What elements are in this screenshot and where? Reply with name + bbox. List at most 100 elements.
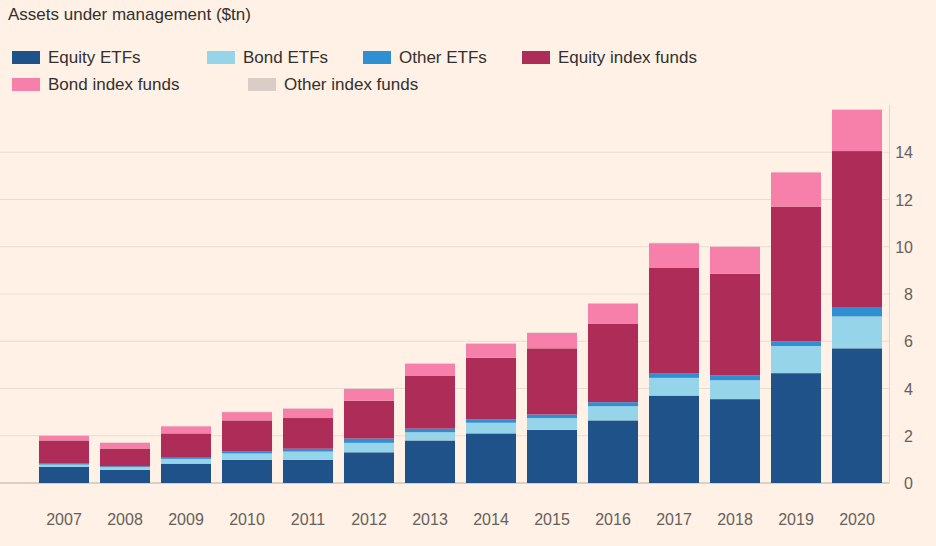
bar bbox=[222, 412, 272, 420]
bar bbox=[283, 408, 333, 409]
bar bbox=[832, 307, 882, 316]
x-tick-label: 2015 bbox=[534, 511, 570, 528]
legend-label: Other ETFs bbox=[399, 48, 487, 67]
bar bbox=[649, 243, 699, 268]
bar bbox=[344, 443, 394, 452]
bar bbox=[527, 332, 577, 333]
bar bbox=[283, 460, 333, 483]
bar bbox=[161, 426, 211, 433]
bar bbox=[39, 440, 89, 463]
bar bbox=[344, 439, 394, 443]
bar bbox=[527, 418, 577, 430]
bar bbox=[771, 172, 821, 206]
bar bbox=[527, 414, 577, 418]
bar bbox=[344, 388, 394, 389]
bar bbox=[832, 348, 882, 483]
bar bbox=[649, 378, 699, 396]
bar bbox=[222, 411, 272, 412]
bar bbox=[649, 242, 699, 243]
bar bbox=[344, 452, 394, 483]
bar bbox=[527, 430, 577, 483]
bar bbox=[161, 459, 211, 464]
legend-label: Equity index funds bbox=[558, 48, 697, 67]
x-tick-label: 2014 bbox=[473, 511, 509, 528]
bar bbox=[405, 376, 455, 429]
bar bbox=[405, 432, 455, 440]
bar bbox=[100, 470, 150, 483]
x-tick-label: 2009 bbox=[168, 511, 204, 528]
bar bbox=[710, 376, 760, 381]
legend-swatch bbox=[12, 51, 40, 64]
bar bbox=[466, 423, 516, 434]
bar bbox=[832, 109, 882, 110]
bar bbox=[771, 207, 821, 342]
legend-label: Other index funds bbox=[284, 75, 418, 94]
x-tick-label: 2008 bbox=[107, 511, 143, 528]
bar bbox=[771, 346, 821, 373]
grid-line bbox=[0, 199, 890, 200]
background bbox=[0, 0, 936, 546]
bar bbox=[710, 247, 760, 274]
bar bbox=[588, 303, 638, 323]
bar bbox=[222, 451, 272, 453]
bar bbox=[832, 110, 882, 151]
bar bbox=[222, 453, 272, 459]
y-tick-label: 2 bbox=[904, 428, 913, 445]
bar bbox=[649, 396, 699, 483]
x-tick-label: 2018 bbox=[717, 511, 753, 528]
legend-label: Bond index funds bbox=[48, 75, 179, 94]
bar bbox=[588, 406, 638, 420]
y-tick-label: 4 bbox=[904, 381, 913, 398]
y-tick-label: 0 bbox=[904, 475, 913, 492]
legend-swatch bbox=[248, 78, 276, 91]
bar bbox=[161, 425, 211, 426]
bar bbox=[344, 401, 394, 439]
title: Assets under management ($tn) bbox=[8, 5, 251, 24]
bar bbox=[283, 452, 333, 460]
bar bbox=[710, 399, 760, 483]
bars bbox=[39, 109, 882, 483]
bar bbox=[588, 420, 638, 483]
bar bbox=[100, 442, 150, 443]
bar bbox=[283, 418, 333, 449]
x-tick-label: 2007 bbox=[46, 511, 82, 528]
legend-label: Equity ETFs bbox=[48, 48, 141, 67]
bar bbox=[100, 467, 150, 470]
bar bbox=[39, 465, 89, 467]
bar bbox=[161, 464, 211, 483]
bar bbox=[527, 333, 577, 348]
bar bbox=[161, 457, 211, 459]
bar bbox=[771, 341, 821, 346]
bar bbox=[710, 274, 760, 376]
bar bbox=[527, 348, 577, 414]
legend-swatch bbox=[12, 78, 40, 91]
bar bbox=[832, 316, 882, 348]
bar bbox=[222, 460, 272, 483]
bar bbox=[344, 389, 394, 401]
bar bbox=[466, 358, 516, 419]
bar bbox=[39, 436, 89, 441]
bar bbox=[466, 419, 516, 423]
bar bbox=[466, 344, 516, 358]
y-tick-label: 14 bbox=[895, 144, 913, 161]
grid-line bbox=[0, 152, 890, 153]
bar bbox=[588, 324, 638, 403]
x-tick-label: 2017 bbox=[656, 511, 692, 528]
bar bbox=[222, 420, 272, 451]
y-tick-label: 10 bbox=[895, 239, 913, 256]
x-tick-label: 2011 bbox=[291, 511, 326, 528]
bar bbox=[649, 268, 699, 373]
x-tick-label: 2020 bbox=[839, 511, 875, 528]
bar bbox=[405, 363, 455, 364]
bar bbox=[588, 402, 638, 406]
bar bbox=[588, 302, 638, 303]
bar bbox=[405, 429, 455, 433]
y-tick-label: 6 bbox=[904, 333, 913, 350]
bar bbox=[710, 246, 760, 247]
x-tick-label: 2016 bbox=[595, 511, 631, 528]
bar bbox=[466, 433, 516, 483]
bar bbox=[100, 443, 150, 449]
bar bbox=[283, 409, 333, 418]
bar bbox=[405, 440, 455, 483]
bar bbox=[771, 373, 821, 483]
